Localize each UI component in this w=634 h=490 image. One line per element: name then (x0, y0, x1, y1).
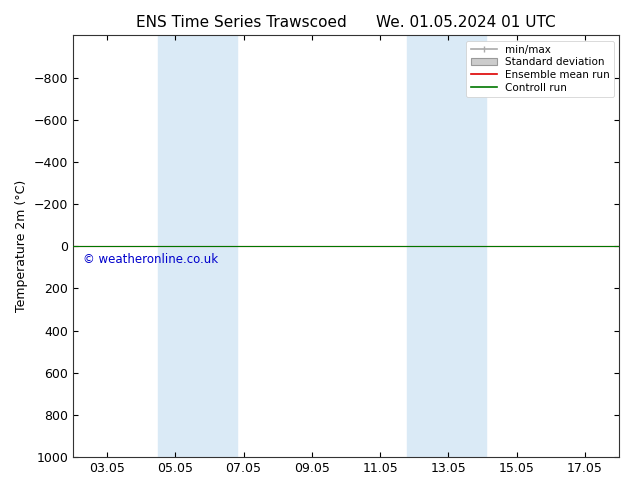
Bar (158, 35, 236, 457)
Title: ENS Time Series Trawscoed      We. 01.05.2024 01 UTC: ENS Time Series Trawscoed We. 01.05.2024… (136, 15, 556, 30)
Bar (408, 35, 486, 457)
Text: © weatheronline.co.uk: © weatheronline.co.uk (83, 252, 218, 266)
Legend: min/max, Standard deviation, Ensemble mean run, Controll run: min/max, Standard deviation, Ensemble me… (467, 41, 614, 97)
Y-axis label: Temperature 2m (°C): Temperature 2m (°C) (15, 180, 28, 312)
